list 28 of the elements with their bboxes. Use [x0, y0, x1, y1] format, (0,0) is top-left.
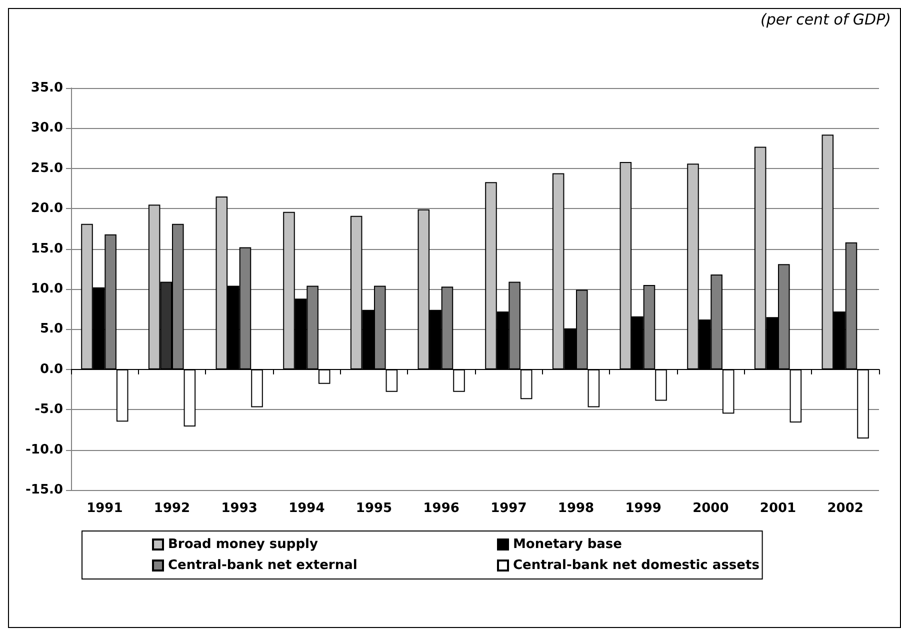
x-tick-label: 2000: [692, 501, 729, 516]
y-tick-label: -5.0: [34, 402, 63, 418]
x-tick-label: 1993: [221, 501, 258, 516]
x-tick-label: 2002: [827, 501, 864, 516]
y-tick-label: 25.0: [30, 160, 63, 176]
y-tick-label: 5.0: [40, 322, 63, 337]
y-tick-label: 20.0: [30, 201, 63, 216]
chart-subtitle: (per cent of GDP): [760, 10, 891, 28]
legend-label: Central-bank net external: [168, 558, 358, 573]
x-tick-label: 1995: [356, 501, 392, 516]
x-tick-label: 1998: [558, 501, 594, 516]
y-tick-label: 30.0: [30, 120, 63, 136]
legend-label: Monetary base: [513, 537, 622, 552]
x-tick-label: 1999: [625, 501, 662, 516]
y-tick-label: 0.0: [40, 362, 63, 377]
legend-label: Broad money supply: [168, 537, 318, 552]
y-tick-label: -10.0: [26, 442, 63, 458]
x-tick-label: 1996: [423, 501, 460, 516]
y-tick-label: 15.0: [30, 241, 63, 256]
x-tick-label: 1994: [288, 501, 325, 516]
x-tick-label: 1991: [86, 501, 123, 516]
x-tick-label: 1992: [154, 501, 190, 516]
y-tick-label: 35.0: [30, 80, 63, 96]
y-tick-label: 10.0: [30, 282, 63, 296]
legend-label: Central-bank net domestic assets: [513, 558, 760, 573]
x-tick-label: 2001: [760, 501, 796, 516]
x-tick-label: 1997: [490, 501, 527, 516]
y-tick-label: -15.0: [26, 482, 63, 498]
